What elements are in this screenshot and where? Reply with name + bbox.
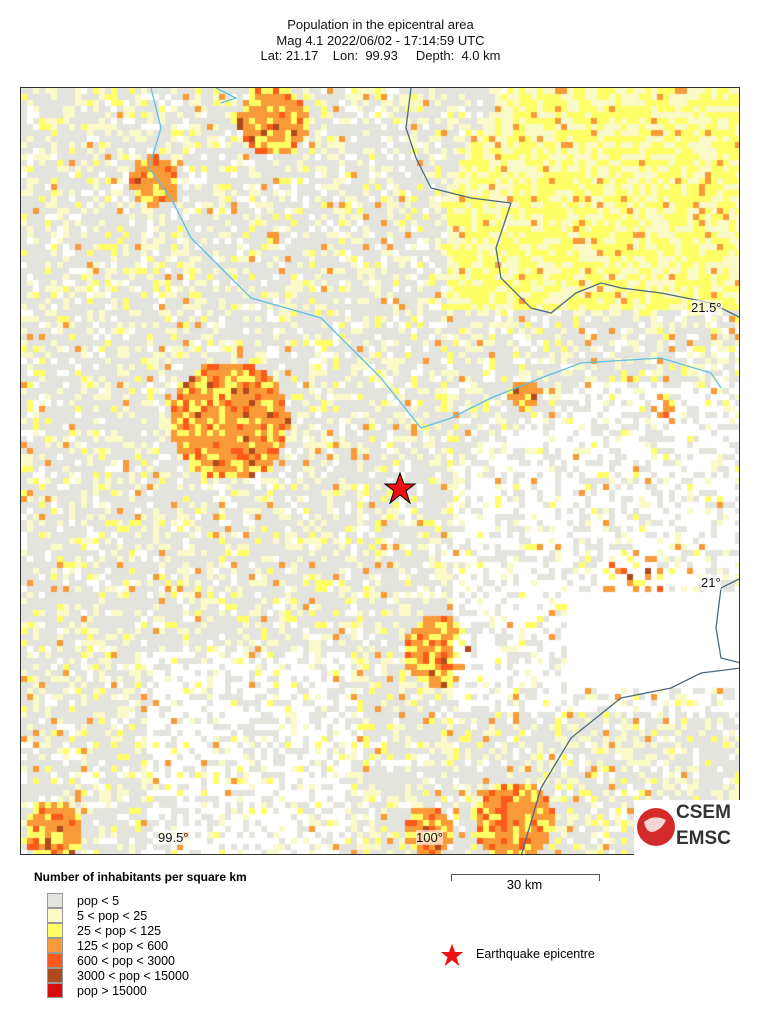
lon-label-99-5: 99.5° (158, 830, 189, 845)
border-line-south (520, 578, 739, 854)
scale-bar-label: 30 km (506, 877, 543, 892)
legend-item: pop > 15000 (47, 983, 147, 998)
event-location: Lat: 21.17 Lon: 99.93 Depth: 4.0 km (260, 48, 501, 63)
population-grid (21, 88, 739, 854)
population-map: 21.5° 21° 99.5° 100° (20, 87, 740, 855)
legend-item: pop < 5 (47, 893, 119, 908)
legend-item: 5 < pop < 25 (47, 908, 147, 923)
lat-label-21: 21° (701, 575, 721, 590)
logo-text-csem: CSEM (676, 802, 731, 823)
event-info: Mag 4.1 2022/06/02 - 17:14:59 UTC (276, 33, 485, 48)
legend-label: 3000 < pop < 15000 (77, 968, 189, 983)
lon-label-100: 100° (416, 830, 443, 845)
legend-swatch (47, 893, 63, 908)
legend-label: 125 < pop < 600 (77, 938, 169, 953)
legend-swatch (47, 968, 63, 983)
legend-item: 3000 < pop < 15000 (47, 968, 189, 983)
river-upper (215, 88, 238, 104)
legend-swatch (47, 923, 63, 938)
map-title: Population in the epicentral area (287, 17, 474, 32)
river (148, 88, 722, 429)
legend-label: 5 < pop < 25 (77, 908, 148, 923)
legend-swatch (47, 938, 63, 953)
legend-label: pop > 15000 (77, 983, 147, 998)
legend-swatch (47, 953, 63, 968)
map-overlay (148, 88, 739, 854)
legend-item: 25 < pop < 125 (47, 923, 161, 938)
legend-label: 25 < pop < 125 (77, 923, 162, 938)
legend-item: 600 < pop < 3000 (47, 953, 175, 968)
lat-label-21-5: 21.5° (691, 300, 722, 315)
logo-text-emsc: EMSC (676, 828, 731, 849)
border-line (405, 88, 739, 318)
epicentre-legend-label: Earthquake epicentre (476, 947, 595, 961)
legend-swatch (47, 908, 63, 923)
legend-label: pop < 5 (77, 893, 120, 908)
csem-emsc-logo: CSEM EMSC (634, 800, 740, 855)
legend-label: 600 < pop < 3000 (77, 953, 176, 968)
legend-item: 125 < pop < 600 (47, 938, 168, 953)
scale-bar (451, 874, 600, 881)
epicentre-legend-star-icon (440, 943, 464, 967)
red-star-icon (384, 472, 416, 504)
globe-logo-icon (637, 808, 675, 846)
legend-title: Number of inhabitants per square km (34, 870, 247, 884)
legend-swatch (47, 983, 63, 998)
